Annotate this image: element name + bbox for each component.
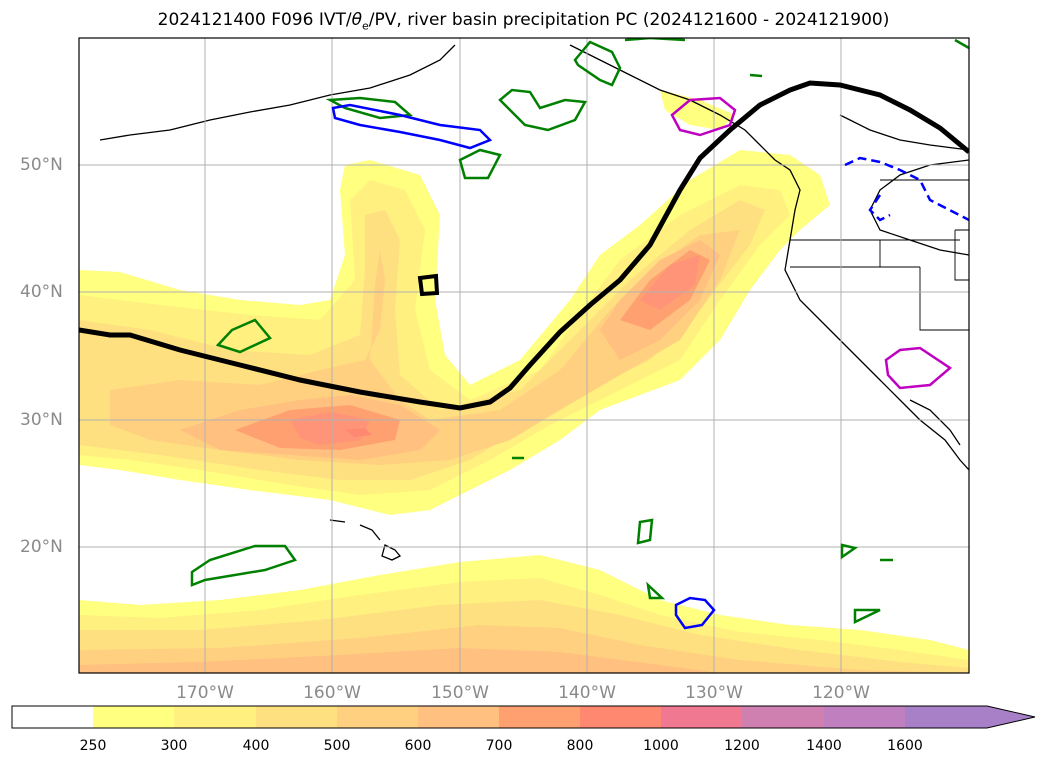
colorbar-tick-label: 600 bbox=[404, 738, 432, 754]
lat-label-40n: 40°N bbox=[20, 282, 63, 302]
colorbar-tick-label: 1600 bbox=[887, 738, 923, 754]
colorbar-tick-label: 1000 bbox=[643, 738, 679, 754]
graticule bbox=[79, 38, 969, 673]
colorbar-tick-label: 700 bbox=[485, 738, 513, 754]
green-precip-contours bbox=[190, 38, 969, 624]
map-frame bbox=[78, 37, 970, 674]
lat-label-20n: 20°N bbox=[20, 537, 63, 557]
lon-label-150w: 150°W bbox=[431, 683, 489, 703]
colorbar-tick-label: 1200 bbox=[724, 738, 760, 754]
lat-label-30n: 30°N bbox=[20, 410, 63, 430]
lon-label-130w: 130°W bbox=[685, 683, 743, 703]
lon-label-120w: 120°W bbox=[812, 683, 870, 703]
lat-label-50n: 50°N bbox=[20, 155, 63, 175]
colorbar-tick-label: 800 bbox=[566, 738, 594, 754]
colorbar-tick-label: 1400 bbox=[806, 738, 842, 754]
pv-small-contour bbox=[417, 273, 440, 297]
chart-title: 2024121400 F096 IVT/θe/PV, river basin p… bbox=[157, 10, 890, 33]
colorbar-tick-label: 300 bbox=[160, 738, 188, 754]
lon-label-160w: 160°W bbox=[303, 683, 361, 703]
pv-contour-line bbox=[79, 80, 969, 411]
magenta-precip-contours bbox=[670, 96, 953, 390]
borders bbox=[790, 179, 969, 331]
lon-label-170w: 170°W bbox=[176, 683, 234, 703]
ivt-shading bbox=[79, 90, 969, 673]
lon-label-140w: 140°W bbox=[558, 683, 616, 703]
blue-precip-contours bbox=[331, 103, 969, 630]
colorbar-tick-label: 250 bbox=[79, 738, 107, 754]
colorbar bbox=[11, 705, 1036, 729]
colorbar-tick-label: 500 bbox=[323, 738, 351, 754]
colorbar-tick-label: 400 bbox=[242, 738, 270, 754]
